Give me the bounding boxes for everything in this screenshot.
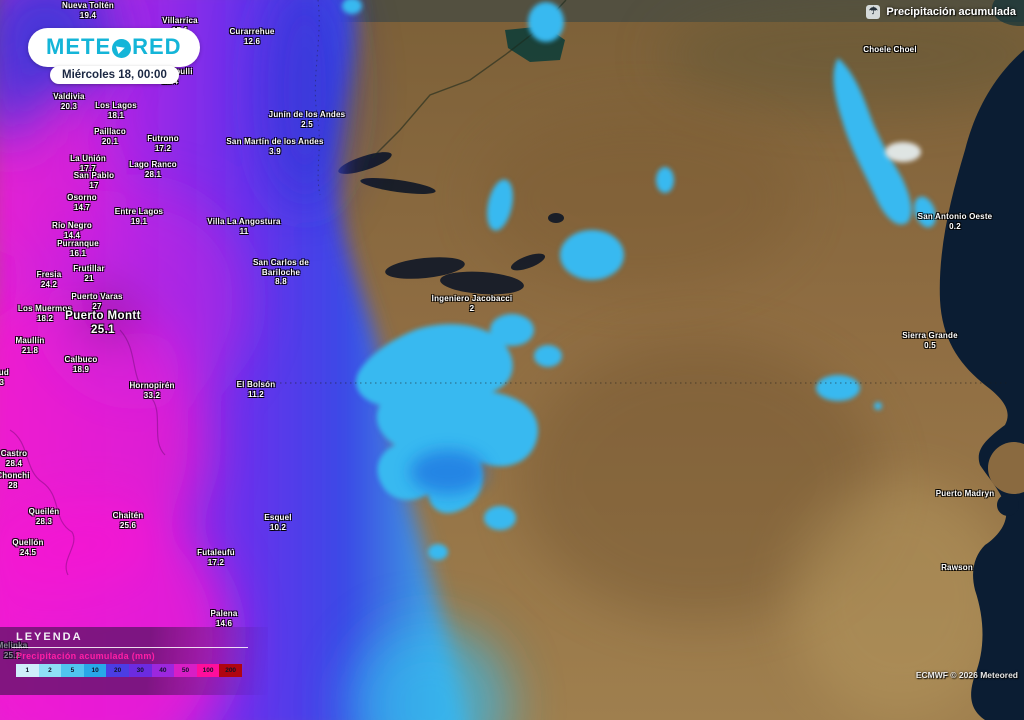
legend-scale-segment: 30 xyxy=(128,664,152,677)
attribution: ECMWF © 2026 Meteored xyxy=(915,670,1018,680)
legend-subtitle: Precipitación acumulada (mm) xyxy=(16,651,155,661)
legend-scale-segment: 2 xyxy=(38,664,62,677)
legend-title: LEYENDA xyxy=(16,631,83,643)
umbrella-icon: ☂ xyxy=(866,5,881,19)
legend-color-scale: 1 2 5 10 20 30 40 50 100 200 xyxy=(16,664,242,677)
map-type-header: ☂ Precipitación acumulada xyxy=(866,5,1016,19)
legend-divider xyxy=(12,647,248,648)
meteored-logo: METE RED xyxy=(28,28,200,67)
legend-scale-segment: 100 xyxy=(196,664,220,677)
map-type-label: Precipitación acumulada xyxy=(886,6,1016,18)
logo-text-pre: METE xyxy=(46,34,112,59)
timestamp-badge: Miércoles 18, 00:00 xyxy=(50,66,179,84)
legend-scale-segment: 10 xyxy=(83,664,107,677)
logo-o-icon xyxy=(112,38,132,58)
legend-scale-segment: 5 xyxy=(61,664,84,677)
legend-scale-segment: 50 xyxy=(174,664,197,677)
legend-scale-segment: 20 xyxy=(106,664,129,677)
legend-scale-segment: 1 xyxy=(16,664,39,677)
ocean xyxy=(939,50,1024,720)
legend-scale-segment: 40 xyxy=(151,664,175,677)
logo-text-post: RED xyxy=(132,34,182,59)
legend-scale-segment: 200 xyxy=(219,664,242,677)
